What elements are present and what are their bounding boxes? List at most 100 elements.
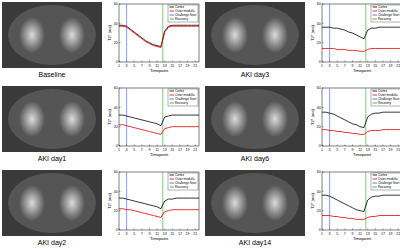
y-tick xyxy=(119,191,121,192)
mri-image xyxy=(205,86,305,152)
y-tick xyxy=(322,62,324,63)
series-line xyxy=(119,198,199,209)
x-axis-label: Timepoint xyxy=(150,152,169,157)
chart: 135791113151719210204060TimepointT2* (ms… xyxy=(310,2,400,73)
x-tick-label: 9 xyxy=(148,148,150,152)
x-tick-label: 15 xyxy=(373,148,377,152)
kidney xyxy=(19,17,45,53)
legend-label: Recovery xyxy=(378,101,392,105)
legend-swatch xyxy=(170,7,175,8)
legend-label: Recovery xyxy=(175,17,189,21)
plot-frame xyxy=(119,88,199,146)
mri-image xyxy=(205,170,305,236)
x-tick-label: 1 xyxy=(321,64,323,68)
x-tick xyxy=(119,229,120,231)
y-tick xyxy=(322,42,324,43)
x-tick-label: 17 xyxy=(381,64,385,68)
event-line xyxy=(365,172,366,230)
y-tick xyxy=(322,230,324,231)
x-tick xyxy=(157,61,158,63)
plot-frame xyxy=(322,172,400,230)
legend-swatch xyxy=(170,95,175,96)
x-tick-label: 17 xyxy=(178,148,182,152)
x-tick xyxy=(382,229,383,231)
x-tick-label: 1 xyxy=(118,232,120,236)
kidney xyxy=(262,185,288,221)
x-tick-label: 9 xyxy=(351,64,353,68)
marks xyxy=(119,172,199,230)
x-tick-label: 11 xyxy=(358,232,362,236)
legend: CortexOuter medullaChallenge StartRecove… xyxy=(371,173,400,190)
event-line xyxy=(329,88,330,146)
legend: CortexOuter medullaChallenge StartRecove… xyxy=(168,89,198,106)
marks xyxy=(119,88,199,146)
plot-frame xyxy=(119,4,199,62)
x-axis-label: Timepoint xyxy=(353,152,372,157)
x-tick-label: 15 xyxy=(170,64,174,68)
x-tick-label: 3 xyxy=(126,148,128,152)
x-tick-label: 5 xyxy=(133,232,135,236)
kidney xyxy=(222,101,248,137)
x-tick-label: 9 xyxy=(148,232,150,236)
x-axis-label: Timepoint xyxy=(353,68,372,73)
x-tick-label: 5 xyxy=(133,148,135,152)
series-line xyxy=(322,27,400,39)
x-tick-label: 7 xyxy=(344,148,346,152)
series-line xyxy=(322,112,400,127)
x-tick xyxy=(195,145,196,147)
y-tick xyxy=(119,210,121,211)
image-background xyxy=(205,170,305,236)
x-tick xyxy=(398,145,399,147)
mri-image xyxy=(2,86,102,152)
legend-swatch xyxy=(170,91,175,92)
legend-swatch xyxy=(373,19,378,20)
series-line xyxy=(119,26,199,47)
x-tick xyxy=(360,61,361,63)
y-tick-label: 60 xyxy=(114,86,118,90)
x-tick xyxy=(134,145,135,147)
panel-label: AKI day1 xyxy=(38,155,67,163)
y-tick xyxy=(119,88,121,89)
x-tick xyxy=(322,145,323,147)
x-tick-label: 7 xyxy=(141,64,143,68)
series-line xyxy=(119,25,199,46)
x-tick xyxy=(337,145,338,147)
y-tick-label: 20 xyxy=(317,125,321,129)
x-tick xyxy=(164,145,165,147)
x-tick-label: 7 xyxy=(344,232,346,236)
kidney xyxy=(262,101,288,137)
series-line xyxy=(322,48,400,51)
x-tick xyxy=(141,229,142,231)
x-tick xyxy=(119,145,120,147)
y-tick xyxy=(322,4,324,5)
body-outline xyxy=(8,173,96,233)
x-tick-label: 13 xyxy=(163,64,167,68)
y-tick-label: 60 xyxy=(317,86,321,90)
x-tick xyxy=(187,145,188,147)
x-axis-label: Timepoint xyxy=(150,68,169,73)
legend-swatch xyxy=(373,103,378,104)
x-tick-label: 3 xyxy=(329,64,331,68)
y-tick-label: 40 xyxy=(114,106,118,110)
x-tick-label: 9 xyxy=(351,232,353,236)
x-tick xyxy=(164,229,165,231)
x-tick xyxy=(352,229,353,231)
x-tick xyxy=(344,145,345,147)
y-tick xyxy=(119,172,121,173)
x-tick-label: 3 xyxy=(126,64,128,68)
legend-swatch xyxy=(373,11,378,12)
x-tick-label: 1 xyxy=(118,148,120,152)
legend-swatch xyxy=(170,183,175,184)
legend-box xyxy=(168,173,198,190)
legend-label: Recovery xyxy=(175,185,189,189)
x-tick-label: 19 xyxy=(389,148,393,152)
x-tick-label: 11 xyxy=(358,64,362,68)
x-tick xyxy=(149,145,150,147)
x-tick-label: 15 xyxy=(170,148,174,152)
legend-swatch xyxy=(373,187,378,188)
x-tick xyxy=(337,61,338,63)
mri-image xyxy=(2,170,102,236)
legend-swatch xyxy=(373,15,378,16)
x-tick xyxy=(382,61,383,63)
legend-swatch xyxy=(170,11,175,12)
